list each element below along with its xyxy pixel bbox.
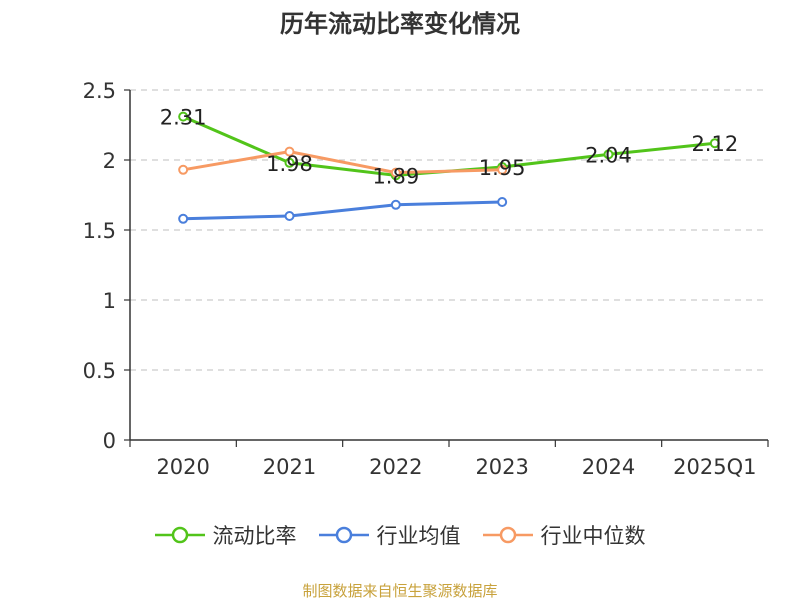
series-line-2: [182, 150, 503, 175]
x-tick-label: 2023: [475, 455, 528, 479]
x-tick-label: 2024: [582, 455, 635, 479]
source-note: 制图数据来自恒生聚源数据库: [302, 582, 498, 600]
x-tick-label: 2022: [369, 455, 422, 479]
data-point-2: [497, 164, 508, 175]
data-point-0: [284, 157, 295, 168]
data-point-2: [284, 146, 295, 157]
data-point-1: [497, 197, 508, 207]
data-point-0: [603, 149, 614, 160]
legend: 流动比率 行业均值 行业中位数: [0, 520, 800, 550]
data-label: 1.89: [372, 164, 419, 188]
x-tick-label: 2025Q1: [673, 455, 756, 479]
y-tick-label: 1.5: [83, 219, 116, 243]
y-tick-label: 2.5: [83, 79, 116, 103]
data-point-1: [390, 199, 401, 210]
legend-label-industry-median: 行业中位数: [540, 524, 646, 548]
legend-item-industry-median[interactable]: 行业中位数: [482, 520, 646, 550]
data-point-0: [178, 111, 189, 122]
y-tick-label: 2: [103, 149, 116, 173]
x-tick-label: 2021: [263, 455, 316, 479]
data-label: 1.95: [479, 156, 526, 180]
data-point-1: [284, 211, 295, 221]
data-point-0: [709, 138, 720, 149]
series-line-1: [183, 200, 503, 221]
series-line-0: [182, 115, 715, 177]
x-tick-label: 2020: [156, 455, 209, 479]
data-label: 1.98: [266, 152, 313, 176]
data-point-2: [390, 167, 401, 178]
data-label: 2.31: [160, 106, 207, 130]
chart-title: 历年流动比率变化情况: [280, 10, 520, 38]
data-point-2: [178, 164, 189, 175]
y-tick-label: 0.5: [83, 359, 116, 383]
y-tick-label: 0: [103, 429, 116, 453]
legend-item-industry-mean[interactable]: 行业均值: [318, 520, 461, 550]
data-point-1: [178, 213, 189, 224]
y-tick-label: 1: [103, 289, 116, 313]
legend-label-industry-mean: 行业均值: [376, 524, 461, 548]
legend-item-current-ratio[interactable]: 流动比率: [154, 520, 297, 550]
legend-swatch-industry-median: [482, 526, 533, 544]
data-label: 2.12: [691, 132, 738, 156]
data-label: 2.04: [585, 143, 632, 167]
legend-label-current-ratio: 流动比率: [212, 524, 297, 548]
legend-swatch-current-ratio: [154, 526, 205, 544]
legend-swatch-industry-mean: [318, 526, 369, 544]
